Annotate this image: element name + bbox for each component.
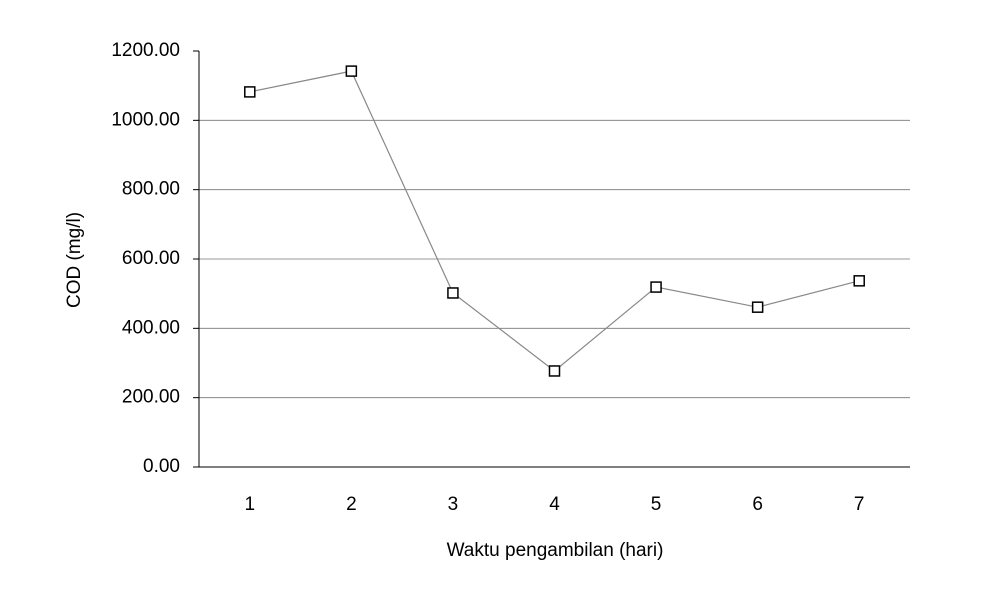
y-axis-title: COD (mg/l) (64, 212, 85, 308)
x-tick-label: 7 (854, 494, 865, 515)
x-tick-label: 4 (549, 494, 560, 515)
point-marker (751, 301, 764, 313)
point-marker (650, 281, 662, 293)
y-tick-label: 800.00 (122, 179, 180, 200)
point-marker (447, 287, 459, 299)
point-marker (853, 275, 865, 287)
point-marker (244, 86, 256, 98)
x-tick-label: 6 (752, 494, 763, 515)
x-tick-label: 3 (448, 494, 459, 515)
point-marker (548, 365, 561, 377)
y-tick-label: 400.00 (122, 317, 180, 338)
y-tick-label: 200.00 (122, 387, 180, 408)
x-axis-title: Waktu pengambilan (hari) (447, 540, 664, 561)
y-tick-label: 1200.00 (111, 40, 180, 61)
point-marker (345, 65, 358, 77)
y-tick-label: 1000.00 (111, 109, 180, 130)
y-tick-label: 0.00 (143, 456, 180, 477)
x-tick-label: 5 (651, 494, 662, 515)
x-tick-label: 2 (346, 494, 357, 515)
y-tick-label: 600.00 (122, 248, 180, 269)
x-tick-label: 1 (244, 494, 255, 515)
